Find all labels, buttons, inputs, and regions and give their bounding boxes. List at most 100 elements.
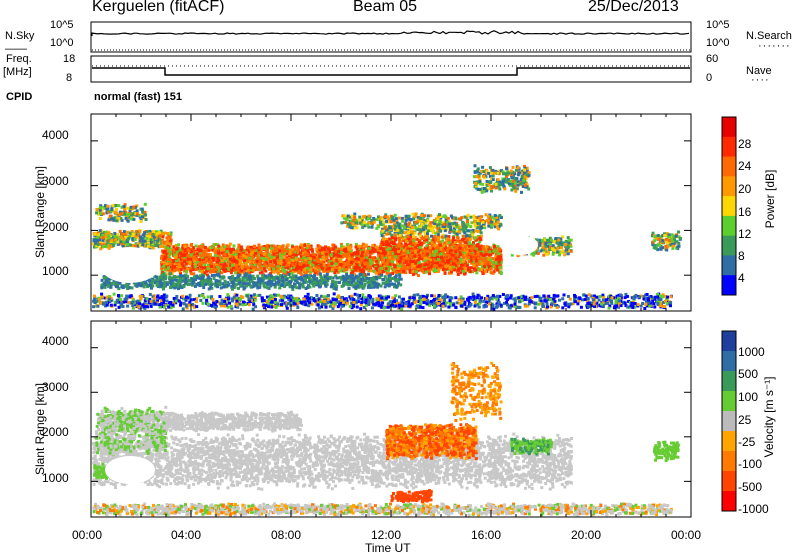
scatter-cell — [236, 271, 240, 275]
scatter-cell — [360, 260, 364, 264]
scatter-cell — [250, 265, 254, 269]
scatter-cell — [369, 269, 373, 273]
scatter-cell — [381, 229, 385, 233]
scatter-cell — [312, 255, 316, 259]
scatter-cell — [169, 248, 173, 252]
scatter-cell — [319, 263, 323, 267]
scatter-cell — [465, 264, 469, 268]
scatter-cell — [417, 259, 421, 262]
scatter-cell — [482, 170, 486, 174]
scatter-cell — [430, 241, 434, 245]
scatter-cell — [401, 237, 405, 241]
scatter-cell — [120, 242, 124, 246]
scatter-cell — [186, 257, 190, 261]
scatter-cell — [189, 251, 193, 255]
scatter-cell — [444, 265, 448, 269]
scatter-cell — [244, 255, 248, 259]
scatter-cell — [363, 261, 367, 265]
scatter-cell — [104, 235, 108, 239]
scatter-cell — [485, 248, 489, 252]
scatter-cell — [234, 255, 238, 259]
scatter-cell — [238, 253, 242, 256]
scatter-cell — [363, 249, 367, 253]
scatter-cell — [205, 273, 209, 277]
scatter-cell — [344, 248, 348, 251]
scatter-cell — [204, 252, 208, 256]
scatter-cell — [444, 234, 448, 238]
scatter-cell — [386, 263, 390, 267]
scatter-cell — [198, 258, 202, 262]
scatter-cell — [556, 246, 560, 250]
scatter-cell — [148, 232, 152, 236]
scatter-cell — [250, 251, 254, 255]
scatter-cell — [397, 267, 401, 271]
scatter-cell — [281, 250, 284, 254]
scatter-cell — [318, 254, 322, 258]
scatter-cell — [195, 252, 199, 256]
scatter-cell — [219, 265, 223, 269]
scatter-cell — [322, 269, 326, 273]
scatter-cell — [184, 262, 188, 266]
scatter-cell — [298, 265, 302, 269]
scatter-cell — [337, 254, 340, 258]
scatter-cell — [184, 267, 188, 271]
scatter-cell — [93, 234, 97, 238]
scatter-cell — [96, 242, 100, 246]
scatter-cell — [498, 262, 502, 266]
scatter-cell — [283, 265, 287, 269]
velocity-ytick-1000: 1000 — [42, 471, 69, 485]
xtick-0000: 00:00 — [72, 528, 103, 542]
scatter-cell — [434, 231, 438, 235]
scatter-cell — [242, 249, 246, 253]
scatter-cell — [332, 247, 336, 251]
scatter-cell — [378, 245, 382, 249]
scatter-cell — [487, 255, 491, 259]
scatter-cell — [544, 242, 548, 246]
scatter-cell — [345, 243, 349, 246]
scatter-cell — [113, 235, 117, 238]
scatter-cell — [566, 245, 570, 249]
scatter-cell — [380, 258, 384, 262]
scatter-cell — [156, 234, 160, 238]
scatter-cell — [100, 232, 104, 236]
scatter-cell — [407, 264, 411, 268]
scatter-cell — [397, 260, 401, 263]
scatter-cell — [330, 262, 334, 266]
scatter-cell — [360, 258, 364, 262]
scatter-cell — [438, 240, 441, 244]
scatter-cell — [391, 260, 395, 264]
scatter-cell — [114, 237, 118, 241]
scatter-cell — [242, 267, 246, 271]
velocity-ytick-4000: 4000 — [42, 334, 69, 348]
scatter-cell — [257, 243, 261, 247]
scatter-cell — [192, 255, 196, 259]
scatter-cell — [488, 246, 492, 250]
scatter-cell — [266, 248, 270, 252]
scatter-cell — [358, 260, 362, 264]
nsearch-tick-top: 10^5 — [706, 19, 730, 31]
scatter-cell — [398, 241, 401, 245]
beam-title: Beam 05 — [353, 0, 418, 15]
scatter-cell — [255, 246, 259, 250]
scatter-cell — [275, 267, 279, 271]
scatter-cell — [420, 266, 423, 270]
scatter-cell — [158, 244, 162, 248]
scatter-cell — [264, 257, 268, 261]
scatter-cell — [445, 250, 449, 253]
scatter-cell — [461, 238, 465, 242]
scatter-cell — [217, 244, 221, 248]
scatter-cell — [371, 264, 375, 268]
velocity-cbar-tick-neg1000: -1000 — [738, 502, 769, 516]
scatter-cell — [366, 265, 370, 269]
scatter-cell — [417, 268, 421, 272]
scatter-cell — [316, 272, 320, 276]
scatter-cell — [514, 189, 518, 193]
scatter-cell — [488, 250, 492, 254]
scatter-cell — [158, 234, 162, 238]
scatter-cell — [162, 264, 166, 268]
scatter-cell — [123, 235, 127, 239]
scatter-cell — [109, 237, 113, 241]
scatter-cell — [101, 245, 105, 248]
scatter-cell — [116, 233, 120, 237]
scatter-cell — [378, 268, 382, 272]
